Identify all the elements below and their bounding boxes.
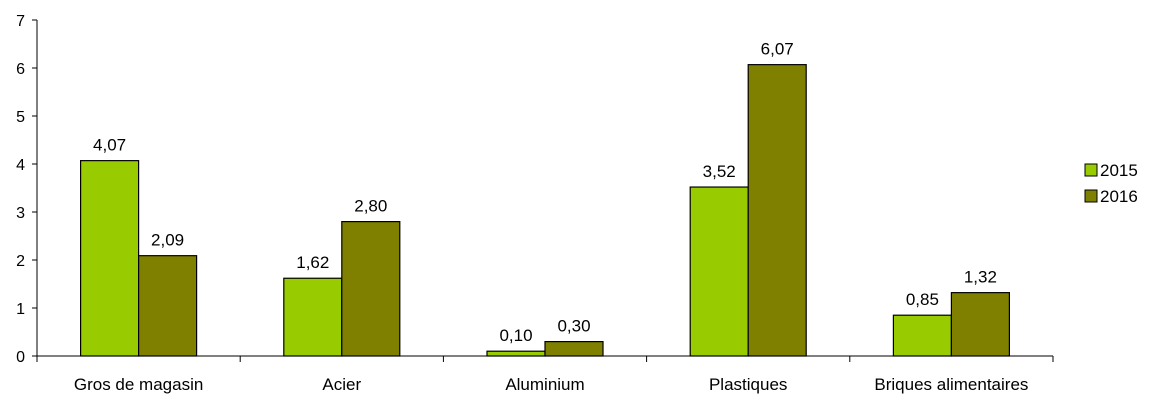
y-tick-label: 7	[16, 13, 25, 30]
data-label: 0,10	[499, 326, 532, 345]
bar-2016-1	[341, 221, 401, 357]
plot-area: 0 1 2 3 4 5 6 7 4,07 2,09 Gros de magasin 1,62 2,80 A…	[16, 13, 1054, 394]
legend: 2015 2016	[1084, 161, 1138, 206]
bar-2015-2	[486, 350, 546, 357]
bar-2015-3	[689, 186, 749, 357]
y-tick-label: 5	[16, 109, 25, 126]
bar-2015-0	[79, 160, 140, 357]
category-label: Briques alimentaires	[874, 375, 1028, 394]
y-tick-label: 1	[16, 301, 25, 318]
legend-swatch-2015	[1084, 163, 1098, 177]
bar-2016-2	[544, 341, 604, 357]
bar-2015-1	[283, 277, 343, 357]
data-label: 1,62	[296, 253, 329, 272]
legend-swatch-2016	[1084, 189, 1098, 203]
data-label: 2,80	[354, 197, 387, 216]
bar-2016-3	[747, 64, 807, 357]
y-tick-label: 3	[16, 205, 25, 222]
y-tick-label: 2	[16, 253, 25, 270]
bar-2016-0	[138, 255, 198, 357]
data-label: 0,85	[906, 290, 939, 309]
category-label: Gros de magasin	[74, 375, 203, 394]
category-label: Acier	[322, 375, 361, 394]
bar-2016-4	[950, 292, 1011, 357]
data-label: 0,30	[557, 317, 590, 336]
category-label: Aluminium	[505, 375, 584, 394]
legend-label: 2016	[1100, 187, 1138, 206]
y-tick-label: 4	[16, 157, 25, 174]
bar-2015-4	[892, 314, 953, 357]
data-label: 2,09	[151, 231, 184, 250]
y-tick-label: 6	[16, 61, 25, 78]
data-label: 1,32	[964, 268, 997, 287]
category-label: Plastiques	[709, 375, 787, 394]
y-tick-label: 0	[16, 349, 25, 366]
data-label: 6,07	[761, 40, 794, 59]
legend-label: 2015	[1100, 161, 1138, 180]
data-label: 4,07	[93, 136, 126, 155]
data-label: 3,52	[703, 162, 736, 181]
